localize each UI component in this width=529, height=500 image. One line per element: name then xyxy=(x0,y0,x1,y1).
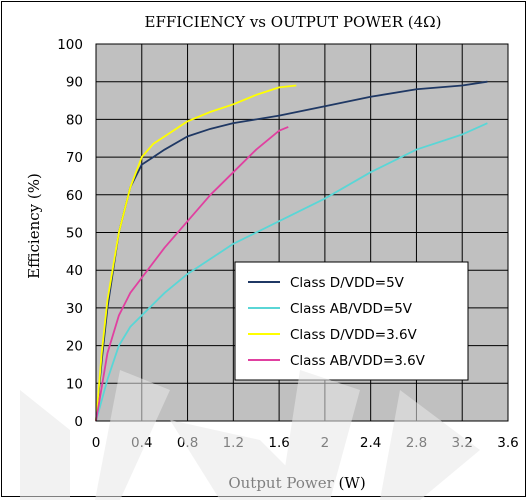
series-line-3 xyxy=(95,126,289,422)
legend-label-0: Class D/VDD=5V xyxy=(290,275,405,291)
y-tick-label: 100 xyxy=(57,37,83,53)
y-tick-label: 70 xyxy=(66,150,83,166)
x-tick-label: 3.2 xyxy=(451,435,472,451)
y-tick-label: 80 xyxy=(66,112,83,128)
x-tick-label: 3.6 xyxy=(497,435,518,451)
series-line-1 xyxy=(95,122,488,422)
legend-label-2: Class D/VDD=3.6V xyxy=(290,327,418,343)
y-tick-label: 30 xyxy=(66,301,83,317)
x-tick-label: 0.4 xyxy=(131,435,152,451)
legend-label-3: Class AB/VDD=3.6V xyxy=(290,353,426,369)
y-tick-label: 50 xyxy=(66,226,83,242)
legend: Class D/VDD=5V Class AB/VDD=5V Class D/VDD… xyxy=(234,261,469,381)
y-axis-label: Efficiency (%) xyxy=(25,173,43,279)
x-tick-label: 1.2 xyxy=(223,435,244,451)
y-tick-labels: 0 10 20 30 40 50 60 70 80 90 100 xyxy=(57,37,83,430)
x-tick-label: 0 xyxy=(92,435,101,451)
series-lines xyxy=(95,80,488,422)
series-line-2 xyxy=(95,84,297,422)
x-axis-label: Output Power (W) xyxy=(228,474,365,492)
y-tick-label: 90 xyxy=(66,75,83,91)
y-tick-label: 10 xyxy=(66,376,83,392)
y-tick-label: 0 xyxy=(74,414,83,430)
x-tick-label: 1.6 xyxy=(268,435,289,451)
x-tick-label: 0.8 xyxy=(177,435,198,451)
y-tick-label: 20 xyxy=(66,339,83,355)
x-tick-label: 2 xyxy=(321,435,330,451)
legend-label-1: Class AB/VDD=5V xyxy=(290,301,413,317)
x-tick-labels: 0 0.4 0.8 1.2 1.6 2 2.4 2.8 3.2 3.6 xyxy=(92,435,519,451)
chart-title: EFFICIENCY vs OUTPUT POWER (4Ω) xyxy=(145,13,442,31)
x-tick-label: 2.8 xyxy=(406,435,427,451)
y-tick-label: 40 xyxy=(66,263,83,279)
x-tick-label: 2.4 xyxy=(360,435,381,451)
y-tick-label: 60 xyxy=(66,188,83,204)
